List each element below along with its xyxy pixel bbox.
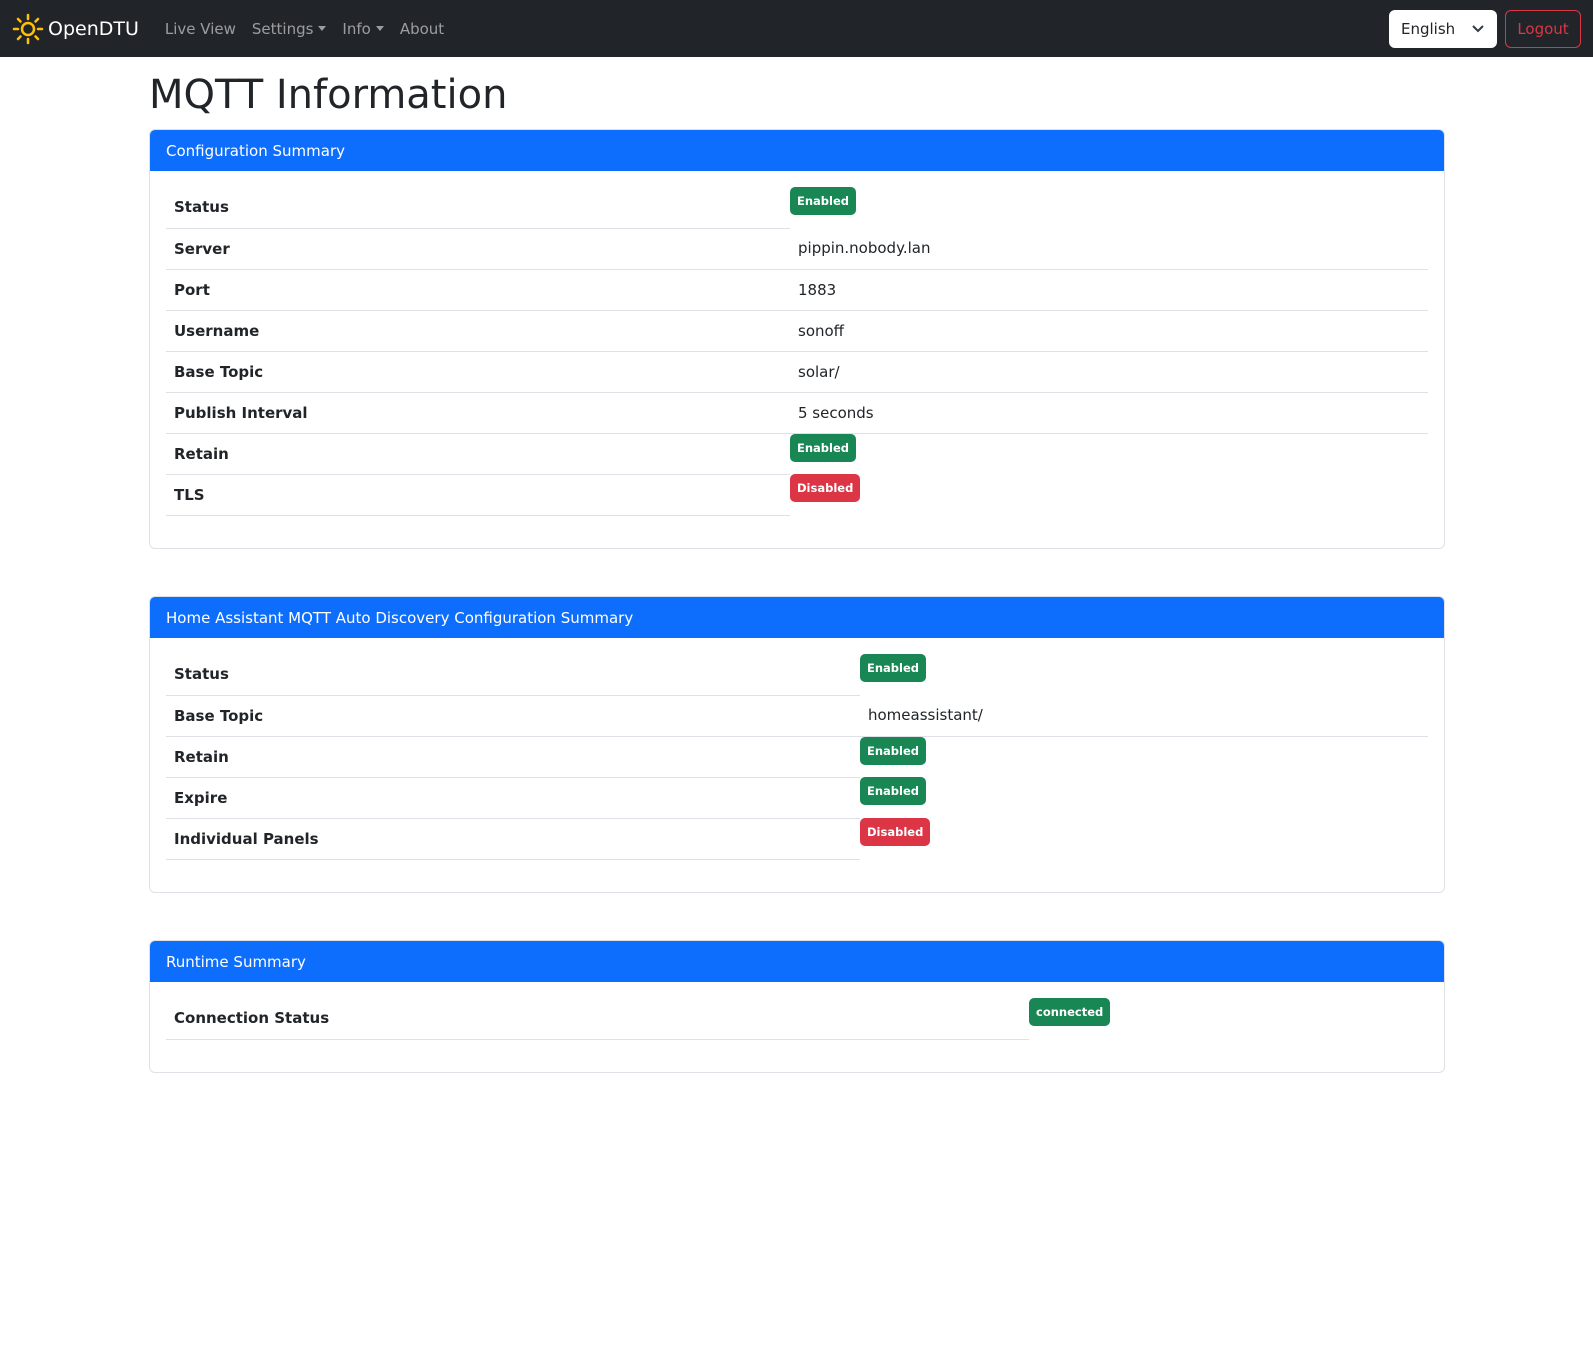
card-header: Runtime Summary (150, 941, 1444, 982)
status-badge: Disabled (790, 474, 861, 502)
hass-summary-card: Home Assistant MQTT Auto Discovery Confi… (149, 596, 1445, 893)
status-badge: Enabled (790, 187, 857, 215)
summary-table: Status Enabled Base Topic homeassistant/Ret… (166, 654, 1428, 860)
table-row: Port 1883 (166, 269, 1428, 311)
nav-label: Settings (251, 19, 314, 38)
card-body: Status Enabled Base Topic homeassistant/Ret… (150, 638, 1444, 892)
config-summary-card: Configuration Summary Status Enabled Server… (149, 129, 1445, 549)
row-value: pippin.nobody.lan (790, 228, 1428, 270)
table-row: TLS Disabled (166, 474, 1428, 516)
table-row: Publish Interval 5 seconds (166, 392, 1428, 434)
row-label: Base Topic (166, 695, 860, 737)
row-value: 5 seconds (790, 392, 1428, 434)
nav-label: Info (342, 19, 371, 38)
nav-settings[interactable]: Settings (252, 20, 327, 38)
chevron-down-icon (1472, 25, 1484, 33)
row-value: Enabled (790, 433, 1428, 474)
nav-label: About (399, 19, 445, 38)
table-row: Username sonoff (166, 310, 1428, 352)
table-row: Status Enabled (166, 654, 1428, 696)
caret-down-icon (318, 26, 327, 31)
status-badge: Enabled (860, 777, 927, 805)
card-body: Status Enabled Server pippin.nobody.lan Port… (150, 171, 1444, 548)
row-label: Retain (166, 736, 860, 778)
row-label: Connection Status (166, 998, 1029, 1040)
table-row: Base Topic solar/ (166, 351, 1428, 393)
card-header: Home Assistant MQTT Auto Discovery Confi… (150, 597, 1444, 638)
nav-label: Live View (164, 19, 236, 38)
row-label: Base Topic (166, 351, 790, 393)
row-value: Enabled (860, 736, 1428, 777)
row-value: sonoff (790, 310, 1428, 352)
row-value: homeassistant/ (860, 695, 1428, 737)
status-badge: Enabled (860, 736, 927, 765)
table-row: Expire Enabled (166, 777, 1428, 819)
row-label: Status (166, 654, 860, 696)
card-body: Connection Status connected (150, 982, 1444, 1072)
row-value: solar/ (790, 351, 1428, 393)
status-badge: connected (1029, 998, 1111, 1026)
table-row: Connection Status connected (166, 998, 1428, 1040)
table-row: Retain Enabled (166, 736, 1428, 778)
navbar: OpenDTU Live View Settings Info About En… (0, 0, 1593, 57)
row-value: connected (1029, 998, 1428, 1039)
table-row: Individual Panels Disabled (166, 818, 1428, 860)
row-label: TLS (166, 474, 790, 516)
page-title: MQTT Information (149, 72, 508, 118)
summary-table: Status Enabled Server pippin.nobody.lan Port… (166, 187, 1428, 516)
logout-button[interactable]: Logout (1505, 10, 1581, 48)
card-header: Configuration Summary (150, 130, 1444, 171)
row-label: Individual Panels (166, 818, 860, 860)
row-label: Server (166, 228, 790, 270)
row-label: Username (166, 310, 790, 352)
language-value: English (1401, 20, 1456, 38)
language-select[interactable]: English (1389, 10, 1497, 48)
row-value: 1883 (790, 269, 1428, 311)
brand-name: OpenDTU (48, 17, 139, 40)
status-badge: Enabled (860, 654, 927, 682)
runtime-summary-card: Runtime Summary Connection Status connecte… (149, 940, 1445, 1073)
table-row: Retain Enabled (166, 433, 1428, 475)
table-row: Base Topic homeassistant/ (166, 695, 1428, 737)
row-value: Enabled (860, 654, 1428, 695)
summary-table: Connection Status connected (166, 998, 1428, 1040)
row-value: Enabled (790, 187, 1428, 228)
row-label: Port (166, 269, 790, 311)
table-row: Status Enabled (166, 187, 1428, 229)
status-badge: Disabled (860, 818, 931, 846)
row-label: Expire (166, 777, 860, 819)
row-value: Disabled (860, 818, 1428, 859)
sun-icon (12, 13, 44, 44)
row-value: Enabled (860, 777, 1428, 818)
table-row: Server pippin.nobody.lan (166, 228, 1428, 270)
status-badge: Enabled (790, 433, 857, 462)
row-value: Disabled (790, 474, 1428, 515)
row-label: Publish Interval (166, 392, 790, 434)
brand-link[interactable]: OpenDTU (12, 13, 139, 45)
nav-live-view[interactable]: Live View (165, 20, 236, 38)
nav-info[interactable]: Info (342, 19, 384, 38)
nav-about[interactable]: About (400, 20, 444, 38)
row-label: Status (166, 187, 790, 229)
caret-down-icon (375, 26, 384, 31)
row-label: Retain (166, 433, 790, 475)
